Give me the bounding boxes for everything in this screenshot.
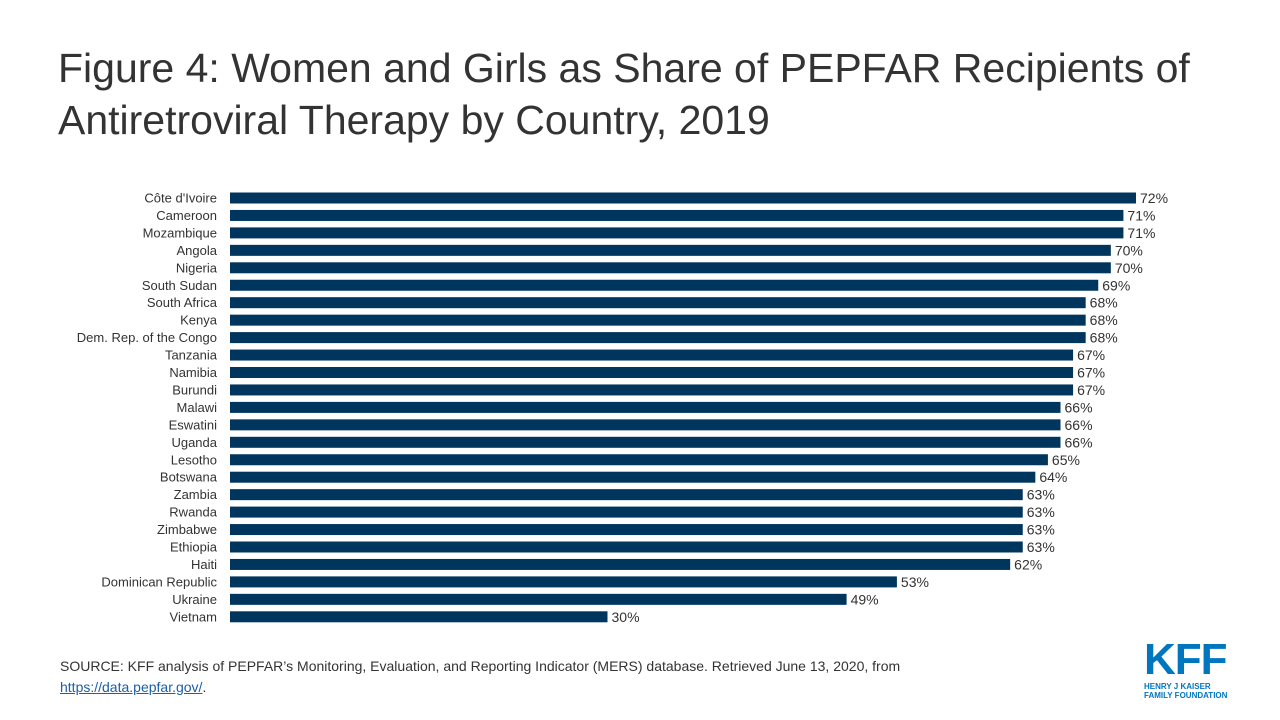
value-label: 67% (1077, 365, 1105, 381)
category-label: Uganda (171, 435, 217, 450)
value-label: 71% (1127, 207, 1155, 223)
bar (230, 419, 1061, 431)
category-label: South Sudan (142, 278, 217, 293)
category-label: Lesotho (171, 452, 217, 467)
bar (230, 367, 1074, 378)
value-label: 71% (1127, 225, 1155, 241)
value-label: 63% (1027, 487, 1055, 503)
category-label: Côte d'Ivoire (144, 191, 217, 206)
category-label: Mozambique (143, 225, 217, 240)
bar (230, 524, 1023, 536)
value-label: 70% (1115, 242, 1143, 258)
bars-layer: Côte d'Ivoire 72% Cameroon 71% Mozambique 71%… (77, 190, 1168, 625)
value-label: 68% (1090, 330, 1118, 346)
bar (230, 471, 1036, 483)
value-label: 72% (1140, 190, 1168, 206)
bar (230, 576, 897, 588)
value-label: 30% (612, 609, 640, 625)
category-label: Nigeria (176, 260, 218, 275)
logo-mark: KFF (1144, 635, 1228, 684)
category-label: Burundi (172, 382, 217, 397)
category-label: Eswatini (169, 417, 218, 432)
bar (230, 227, 1124, 239)
value-label: 53% (901, 574, 929, 590)
logo-line-2: FAMILY FOUNDATION (1144, 691, 1228, 700)
bar (230, 262, 1111, 274)
bar (230, 558, 1011, 570)
bar (230, 279, 1099, 291)
kff-logo: KFF HENRY J KAISER FAMILY FOUNDATION (1144, 635, 1236, 701)
category-label: Angola (177, 243, 218, 258)
value-label: 63% (1027, 504, 1055, 520)
value-label: 62% (1014, 556, 1042, 572)
category-label: Zambia (174, 487, 218, 502)
bar (230, 506, 1023, 518)
category-label: Kenya (180, 313, 218, 328)
category-label: Dominican Republic (101, 574, 217, 589)
value-label: 49% (851, 591, 879, 607)
bar (230, 436, 1061, 448)
category-label: Rwanda (169, 505, 217, 520)
category-label: Tanzania (165, 348, 218, 363)
category-label: Botswana (160, 470, 218, 485)
value-label: 66% (1065, 399, 1093, 415)
category-label: Zimbabwe (157, 522, 217, 537)
value-label: 66% (1065, 417, 1093, 433)
category-label: Vietnam (170, 609, 217, 624)
bar (230, 244, 1111, 256)
source-text: SOURCE: KFF analysis of PEPFAR’s Monitor… (60, 658, 901, 674)
logo-line-1: HENRY J KAISER (1144, 682, 1211, 691)
bar (230, 611, 608, 623)
bar (230, 349, 1074, 361)
source-note: SOURCE: KFF analysis of PEPFAR’s Monitor… (60, 656, 1080, 698)
category-label: Namibia (169, 365, 217, 380)
bar (230, 332, 1086, 344)
bar (230, 384, 1074, 396)
category-label: Dem. Rep. of the Congo (77, 330, 217, 345)
category-label: Malawi (177, 400, 218, 415)
source-trailing: . (202, 679, 207, 695)
chart-title: Figure 4: Women and Girls as Share of PE… (58, 45, 1190, 143)
value-label: 64% (1039, 469, 1067, 485)
value-label: 67% (1077, 347, 1105, 363)
value-label: 67% (1077, 382, 1105, 398)
category-label: Haiti (191, 557, 217, 572)
bar (230, 593, 847, 605)
category-label: Cameroon (156, 208, 217, 223)
category-label: Ukraine (172, 592, 217, 607)
value-label: 63% (1027, 539, 1055, 555)
category-label: South Africa (147, 295, 218, 310)
value-label: 68% (1090, 295, 1118, 311)
bar-chart: Côte d'Ivoire 72% Cameroon 71% Mozambique 71%… (77, 190, 1168, 625)
bar (230, 314, 1086, 326)
bar (230, 541, 1023, 553)
bar (230, 454, 1048, 466)
bar (230, 192, 1136, 204)
source-link[interactable]: https://data.pepfar.gov/ (60, 679, 203, 695)
value-label: 69% (1102, 277, 1130, 293)
value-label: 68% (1090, 312, 1118, 328)
bar (230, 401, 1061, 413)
bar (230, 297, 1086, 309)
value-label: 63% (1027, 522, 1055, 538)
value-label: 70% (1115, 260, 1143, 276)
value-label: 65% (1052, 452, 1080, 468)
category-label: Ethiopia (170, 540, 218, 555)
bar (230, 489, 1023, 501)
bar (230, 209, 1124, 221)
value-label: 66% (1065, 434, 1093, 450)
